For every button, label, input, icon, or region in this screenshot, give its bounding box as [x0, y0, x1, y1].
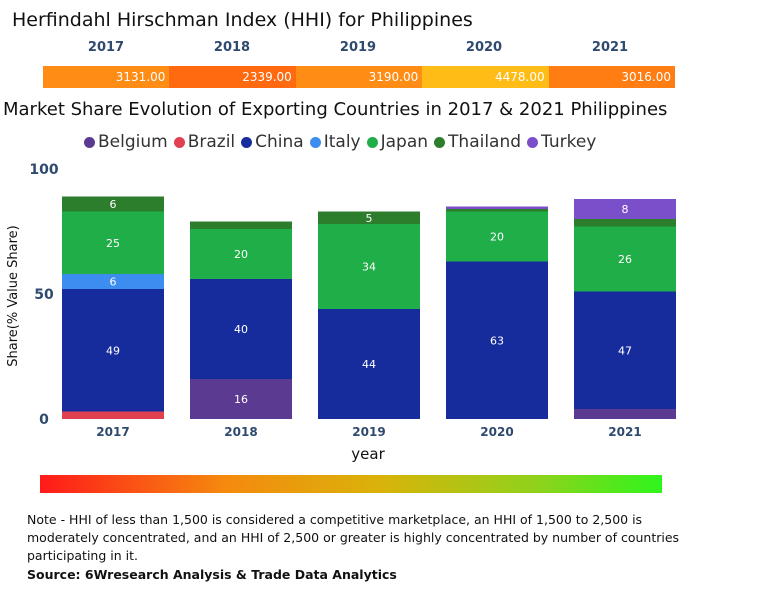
hhi-year-2020: 2020 — [465, 40, 503, 55]
legend-item-china[interactable]: China — [241, 132, 304, 152]
bar-segment-china-2019 — [318, 309, 420, 419]
bar-segment-belgium-2021 — [574, 409, 676, 419]
stacked-bar-chart: 0 50 100 Share(% Value Share) 49 6 25 6 2017 16 40… — [6, 162, 676, 463]
legend-item-italy[interactable]: Italy — [309, 132, 361, 152]
data-label: 5 — [366, 212, 373, 225]
hhi-year-2017: 2017 — [87, 40, 125, 55]
data-label: 26 — [618, 253, 632, 266]
data-label: 47 — [618, 344, 632, 357]
data-label: 20 — [490, 231, 504, 244]
legend-label: Belgium — [98, 132, 168, 152]
bar-segment-thailand-2018 — [190, 221, 292, 229]
legend-label: Italy — [323, 132, 361, 152]
legend-label: Japan — [380, 132, 429, 152]
legend-item-thailand[interactable]: Thailand — [434, 132, 521, 152]
y-tick-label: 50 — [34, 287, 54, 303]
legend-item-brazil[interactable]: Brazil — [173, 132, 236, 152]
chart-legend: Belgium Brazil China Italy Japan Thailan… — [84, 132, 602, 152]
legend-item-belgium[interactable]: Belgium — [84, 132, 168, 152]
hhi-color-scale — [40, 475, 662, 493]
data-label: 44 — [362, 358, 376, 371]
data-label: 16 — [234, 393, 248, 406]
data-label: 40 — [234, 323, 248, 336]
bar-segment-japan-2020 — [446, 211, 548, 262]
source-text: Source: 6Wresearch Analysis & Trade Data… — [27, 567, 397, 582]
data-label: 6 — [110, 198, 117, 211]
x-tick-label: 2020 — [480, 425, 513, 439]
data-label: 8 — [622, 203, 629, 216]
bar-segment-belgium-2018 — [190, 379, 292, 419]
legend-dot-icon — [366, 136, 378, 148]
legend-dot-icon — [527, 136, 539, 148]
data-label: 6 — [110, 276, 117, 289]
data-label: 49 — [106, 344, 120, 357]
legend-item-japan[interactable]: Japan — [366, 132, 429, 152]
hhi-year-2019: 2019 — [339, 40, 377, 55]
x-tick-label: 2018 — [224, 425, 257, 439]
x-tick-label: 2019 — [352, 425, 385, 439]
hhi-cell-2019: 3190.00 — [295, 66, 423, 88]
hhi-year-2018: 2018 — [213, 40, 251, 55]
legend-dot-icon — [309, 136, 321, 148]
legend-label: China — [255, 132, 304, 152]
hhi-cell-2017: 3131.00 — [43, 66, 170, 88]
bar-segment-turkey-2021 — [574, 199, 676, 219]
note-text: Note - HHI of less than 1,500 is conside… — [27, 512, 680, 563]
hhi-cell-2021: 3016.00 — [548, 66, 676, 88]
data-label: 63 — [490, 334, 504, 347]
legend-dot-icon — [434, 136, 446, 148]
x-axis-title: year — [351, 445, 385, 463]
legend-dot-icon — [241, 136, 253, 148]
legend-label: Turkey — [541, 132, 597, 152]
bar-segment-italy-2017 — [62, 274, 164, 289]
y-tick-label: 0 — [39, 412, 49, 428]
data-label: 25 — [106, 237, 120, 250]
data-label: 34 — [362, 261, 376, 274]
x-tick-label: 2017 — [96, 425, 129, 439]
y-tick-label: 100 — [29, 162, 58, 178]
legend-label: Thailand — [448, 132, 522, 152]
legend-dot-icon — [173, 136, 185, 148]
x-tick-label: 2021 — [608, 425, 641, 439]
legend-label: Brazil — [187, 132, 236, 152]
bar-segment-china-2018 — [190, 279, 292, 379]
hhi-heat-strip: 3131.00 2339.00 3190.00 4478.00 3016.00 — [43, 66, 676, 88]
bar-segment-thailand-2021 — [574, 219, 676, 227]
hhi-cell-2020: 4478.00 — [422, 66, 549, 88]
bar-segment-japan-2018 — [190, 229, 292, 279]
hhi-year-2021: 2021 — [591, 40, 629, 55]
bar-segment-brazil-2017 — [62, 411, 164, 419]
bar-segment-thailand-2020 — [446, 209, 548, 212]
hhi-cell-2018: 2339.00 — [169, 66, 296, 88]
bar-segment-china-2017 — [62, 289, 164, 412]
bar-segment-thailand-2017 — [62, 196, 164, 212]
bar-segment-japan-2021 — [574, 226, 676, 292]
bar-segment-japan-2019 — [318, 224, 420, 309]
bar-segment-turkey-2020 — [446, 206, 548, 209]
legend-dot-icon — [84, 136, 95, 148]
chart-title: Market Share Evolution of Exporting Coun… — [3, 99, 668, 120]
hhi-year-row: 2017 2018 2019 2020 2021 — [43, 40, 675, 56]
hhi-title: Herfindahl Hirschman Index (HHI) for Phi… — [12, 9, 473, 31]
bar-segment-china-2021 — [574, 291, 676, 409]
data-label: 20 — [234, 248, 248, 261]
y-axis-title: Share(% Value Share) — [6, 225, 21, 367]
legend-item-turkey[interactable]: Turkey — [527, 132, 596, 152]
bar-segment-japan-2017 — [62, 211, 164, 274]
bar-segment-thailand-2019 — [318, 211, 420, 224]
bar-segment-china-2020 — [446, 261, 548, 419]
